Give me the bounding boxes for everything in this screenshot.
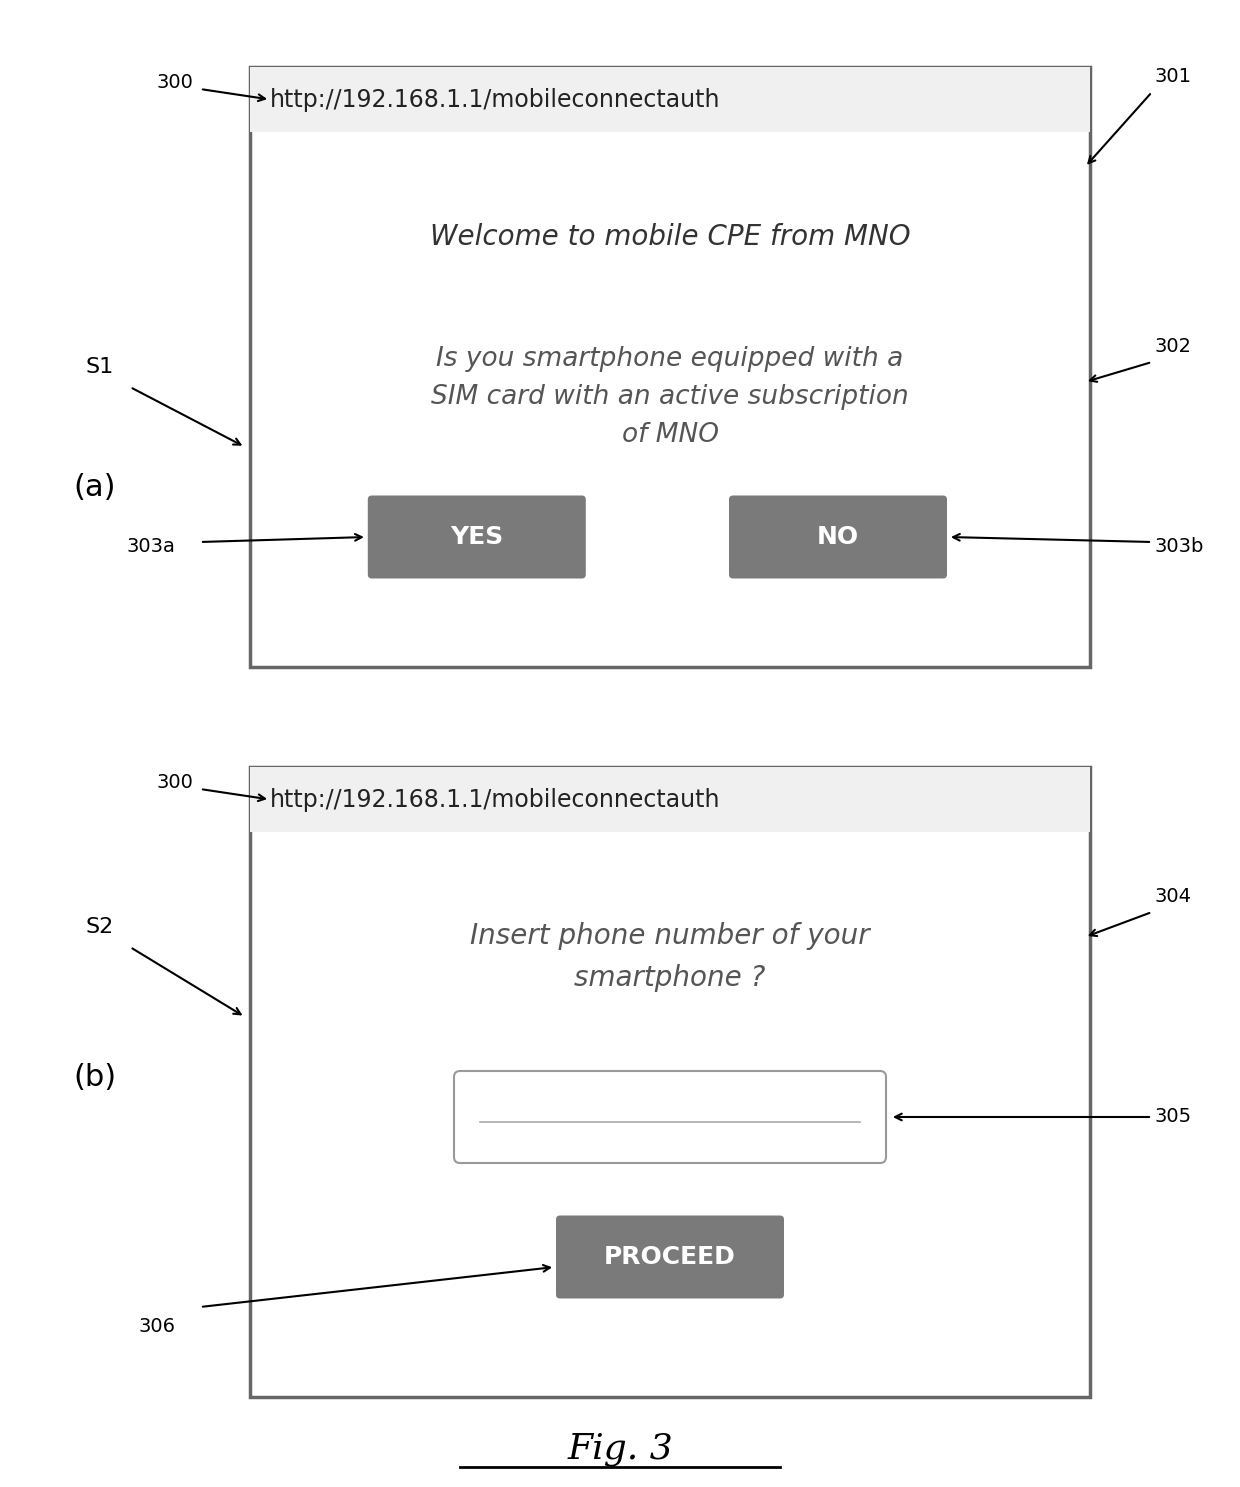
FancyBboxPatch shape xyxy=(368,495,585,578)
Text: PROCEED: PROCEED xyxy=(604,1245,735,1268)
Text: Insert phone number of your
smartphone ?: Insert phone number of your smartphone ? xyxy=(470,922,869,992)
Text: (a): (a) xyxy=(73,473,117,501)
Text: (b): (b) xyxy=(73,1063,117,1091)
Text: 303b: 303b xyxy=(1154,537,1204,556)
Text: 306: 306 xyxy=(138,1317,175,1337)
Text: 304: 304 xyxy=(1154,888,1192,907)
Text: YES: YES xyxy=(450,525,503,549)
Text: 301: 301 xyxy=(1154,67,1192,86)
FancyBboxPatch shape xyxy=(250,67,1090,132)
Text: http://192.168.1.1/mobileconnectauth: http://192.168.1.1/mobileconnectauth xyxy=(270,788,720,812)
Text: 300: 300 xyxy=(156,73,193,92)
Text: 302: 302 xyxy=(1154,338,1192,357)
Text: Is you smartphone equipped with a
SIM card with an active subscription
of MNO: Is you smartphone equipped with a SIM ca… xyxy=(432,346,909,448)
Text: Welcome to mobile CPE from MNO: Welcome to mobile CPE from MNO xyxy=(430,223,910,251)
FancyBboxPatch shape xyxy=(250,67,1090,668)
FancyBboxPatch shape xyxy=(454,1071,887,1163)
Text: 305: 305 xyxy=(1154,1108,1192,1127)
FancyBboxPatch shape xyxy=(250,767,1090,833)
FancyBboxPatch shape xyxy=(556,1215,784,1298)
Text: 303a: 303a xyxy=(126,537,175,556)
Text: S1: S1 xyxy=(86,357,114,378)
Text: NO: NO xyxy=(817,525,859,549)
Text: 300: 300 xyxy=(156,773,193,791)
Text: S2: S2 xyxy=(86,917,114,937)
FancyBboxPatch shape xyxy=(729,495,947,578)
Text: Fig. 3: Fig. 3 xyxy=(567,1432,673,1466)
FancyBboxPatch shape xyxy=(250,767,1090,1396)
Text: http://192.168.1.1/mobileconnectauth: http://192.168.1.1/mobileconnectauth xyxy=(270,88,720,112)
